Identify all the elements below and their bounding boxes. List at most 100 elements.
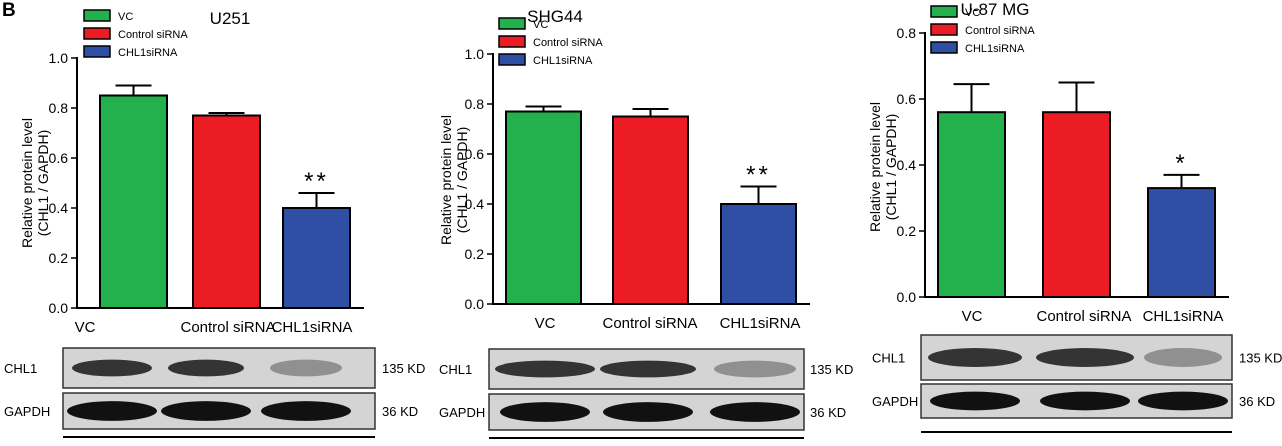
chart3-legend-label: Control siRNA — [965, 25, 1035, 37]
chart2-blot-band — [710, 402, 800, 422]
chart1-legend-swatch — [83, 9, 111, 22]
chart3-bar-1 — [937, 111, 1006, 298]
chart2-y-tick-label: 0.4 — [465, 196, 485, 212]
chart3-y-axis-label-line: Relative protein level — [867, 102, 883, 232]
chart2-legend-label: Control siRNA — [533, 37, 603, 49]
chart1-legend-label: CHL1siRNA — [118, 47, 178, 59]
chart1-legend-label: Control siRNA — [118, 29, 188, 41]
chart1-y-axis-label: Relative protein level(CHL1 / GAPDH) — [19, 118, 51, 248]
chart2-y-tick-label: 1.0 — [465, 46, 485, 62]
chart3-blot-size-label: 135 KD — [1239, 351, 1282, 366]
chart1-blot-size-label: 135 KD — [382, 361, 425, 376]
chart1-legend-swatch — [83, 45, 111, 58]
chart1-blot-band — [161, 401, 251, 421]
chart3-blot-band — [1144, 348, 1222, 367]
chart2-blot-band — [714, 360, 796, 378]
chart3-significance-mark: * — [1175, 150, 1187, 177]
chart3-y-tick-label: 0.6 — [897, 91, 917, 107]
chart1-y-tick-label: 0.6 — [49, 150, 69, 166]
chart3-legend-swatch — [930, 5, 958, 18]
chart1-blot-band — [168, 359, 244, 377]
chart1-y-tick-label: 0.2 — [49, 250, 69, 266]
chart1-blot-band — [72, 359, 152, 377]
chart2-legend-swatch — [498, 35, 526, 48]
chart1-significance-mark: ** — [304, 168, 329, 195]
panel-label: B — [2, 0, 16, 21]
chart3-blot-band — [1036, 348, 1134, 367]
chart1-category-label: CHL1siRNA — [272, 319, 353, 336]
chart2-blot-row-label: GAPDH — [439, 405, 485, 420]
chart2-legend-label: CHL1siRNA — [533, 55, 593, 67]
chart1-blot-row-label: CHL1 — [4, 361, 37, 376]
chart2-blot-band — [603, 402, 693, 422]
chart1-title: U251 — [210, 9, 251, 28]
chart1-blot-row-label: GAPDH — [4, 404, 50, 419]
chart1-bar-3 — [282, 207, 351, 309]
chart2-y-axis-label-line: (CHL1 / GAPDH) — [454, 127, 470, 234]
chart3-category-label: Control siRNA — [1036, 308, 1131, 325]
chart2-legend-swatch — [498, 53, 526, 66]
chart2-legend-label: VC — [533, 19, 548, 31]
chart2-bar-3 — [720, 203, 797, 305]
chart2-category-label: CHL1siRNA — [720, 315, 801, 332]
chart1-legend-label: VC — [118, 11, 133, 23]
chart2-title: SHG44 — [527, 7, 583, 26]
chart2-y-axis-label-line: Relative protein level — [438, 115, 454, 245]
chart3-blot-size-label: 36 KD — [1239, 394, 1275, 409]
chart2-bar-2 — [612, 115, 689, 305]
chart2-legend-swatch — [498, 17, 526, 30]
chart2-blot-band — [600, 360, 696, 378]
chart1-bar-1 — [99, 94, 168, 309]
chart1-blot-band — [67, 401, 157, 421]
chart3-legend-swatch — [930, 41, 958, 54]
chart3-blot-row-label: CHL1 — [872, 351, 905, 366]
chart3-y-axis-label: Relative protein level(CHL1 / GAPDH) — [867, 102, 899, 232]
chart2-category-label: VC — [535, 315, 556, 332]
chart2-y-axis-label: Relative protein level(CHL1 / GAPDH) — [438, 115, 470, 245]
chart3-title: U-87 MG — [961, 0, 1030, 19]
chart3-y-tick-label: 0.2 — [897, 223, 917, 239]
chart3-bar-2 — [1042, 111, 1111, 298]
chart3-bar-3 — [1147, 187, 1216, 299]
chart3-category-label: CHL1siRNA — [1143, 308, 1224, 325]
chart2-significance-mark: ** — [746, 162, 771, 189]
chart3-y-tick-label: 0.4 — [897, 157, 917, 173]
chart3-blot-band — [928, 348, 1022, 367]
chart3-y-tick-label: 0.0 — [897, 289, 917, 305]
chart2-y-tick-label: 0.2 — [465, 246, 485, 262]
chart2-blot-row-label: CHL1 — [439, 362, 472, 377]
chart2-category-label: Control siRNA — [602, 315, 697, 332]
chart2-blot-size-label: 36 KD — [810, 405, 846, 420]
chart2-blot-size-label: 135 KD — [810, 362, 853, 377]
chart1-blot-band — [270, 359, 342, 377]
chart2-y-tick-label: 0.6 — [465, 146, 485, 162]
chart1-category-label: Control siRNA — [180, 319, 275, 336]
chart3-y-tick-label: 0.8 — [897, 25, 917, 41]
chart1-y-axis-label-line: (CHL1 / GAPDH) — [35, 130, 51, 237]
chart3-blot-band — [1138, 391, 1228, 411]
chart3-category-label: VC — [962, 308, 983, 325]
chart1-y-tick-label: 0.4 — [49, 200, 69, 216]
chart1-category-label: VC — [75, 319, 96, 336]
chart1-legend-swatch — [83, 27, 111, 40]
chart3-legend-label: CHL1siRNA — [965, 43, 1025, 55]
chart2-y-tick-label: 0.8 — [465, 96, 485, 112]
chart3-legend-swatch — [930, 23, 958, 36]
chart1-blot-size-label: 36 KD — [382, 404, 418, 419]
chart2-blot-band — [495, 360, 595, 378]
chart1-blot-band — [261, 401, 351, 421]
chart2-bar-1 — [505, 110, 582, 305]
chart2-blot-band — [500, 402, 590, 422]
chart2-y-tick-label: 0.0 — [465, 296, 485, 312]
chart1-y-tick-label: 0.8 — [49, 100, 69, 116]
chart3-legend-label: VC — [965, 7, 980, 19]
chart3-blot-row-label: GAPDH — [872, 394, 918, 409]
chart3-blot-band — [930, 391, 1020, 411]
chart1-y-axis-label-line: Relative protein level — [19, 118, 35, 248]
chart1-y-tick-label: 0.0 — [49, 300, 69, 316]
chart1-bar-2 — [192, 114, 261, 309]
chart1-y-tick-label: 1.0 — [49, 50, 69, 66]
chart3-blot-band — [1040, 391, 1130, 411]
